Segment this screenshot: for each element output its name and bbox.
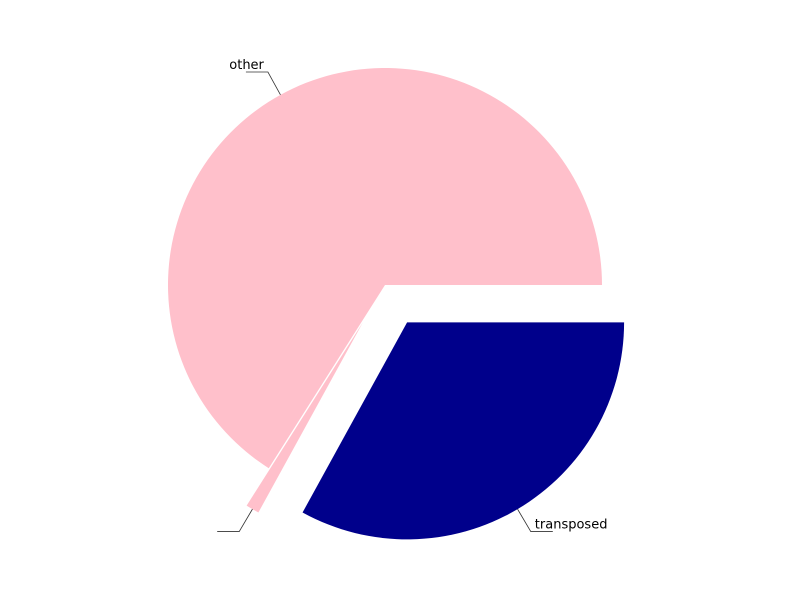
leader-lines: [217, 71, 553, 532]
slice-label-0: other: [229, 58, 264, 73]
pie-slice-1: [246, 322, 363, 513]
pie-slice-2: [302, 322, 625, 540]
slice-label-2: transposed: [535, 518, 608, 533]
leader-line-1: [217, 508, 253, 532]
pie-slices: [168, 67, 625, 540]
pie-slice-0: [168, 67, 602, 469]
leader-line-0: [245, 71, 281, 96]
slice-labels: other transposed: [229, 58, 607, 533]
leader-line-2: [517, 508, 553, 532]
